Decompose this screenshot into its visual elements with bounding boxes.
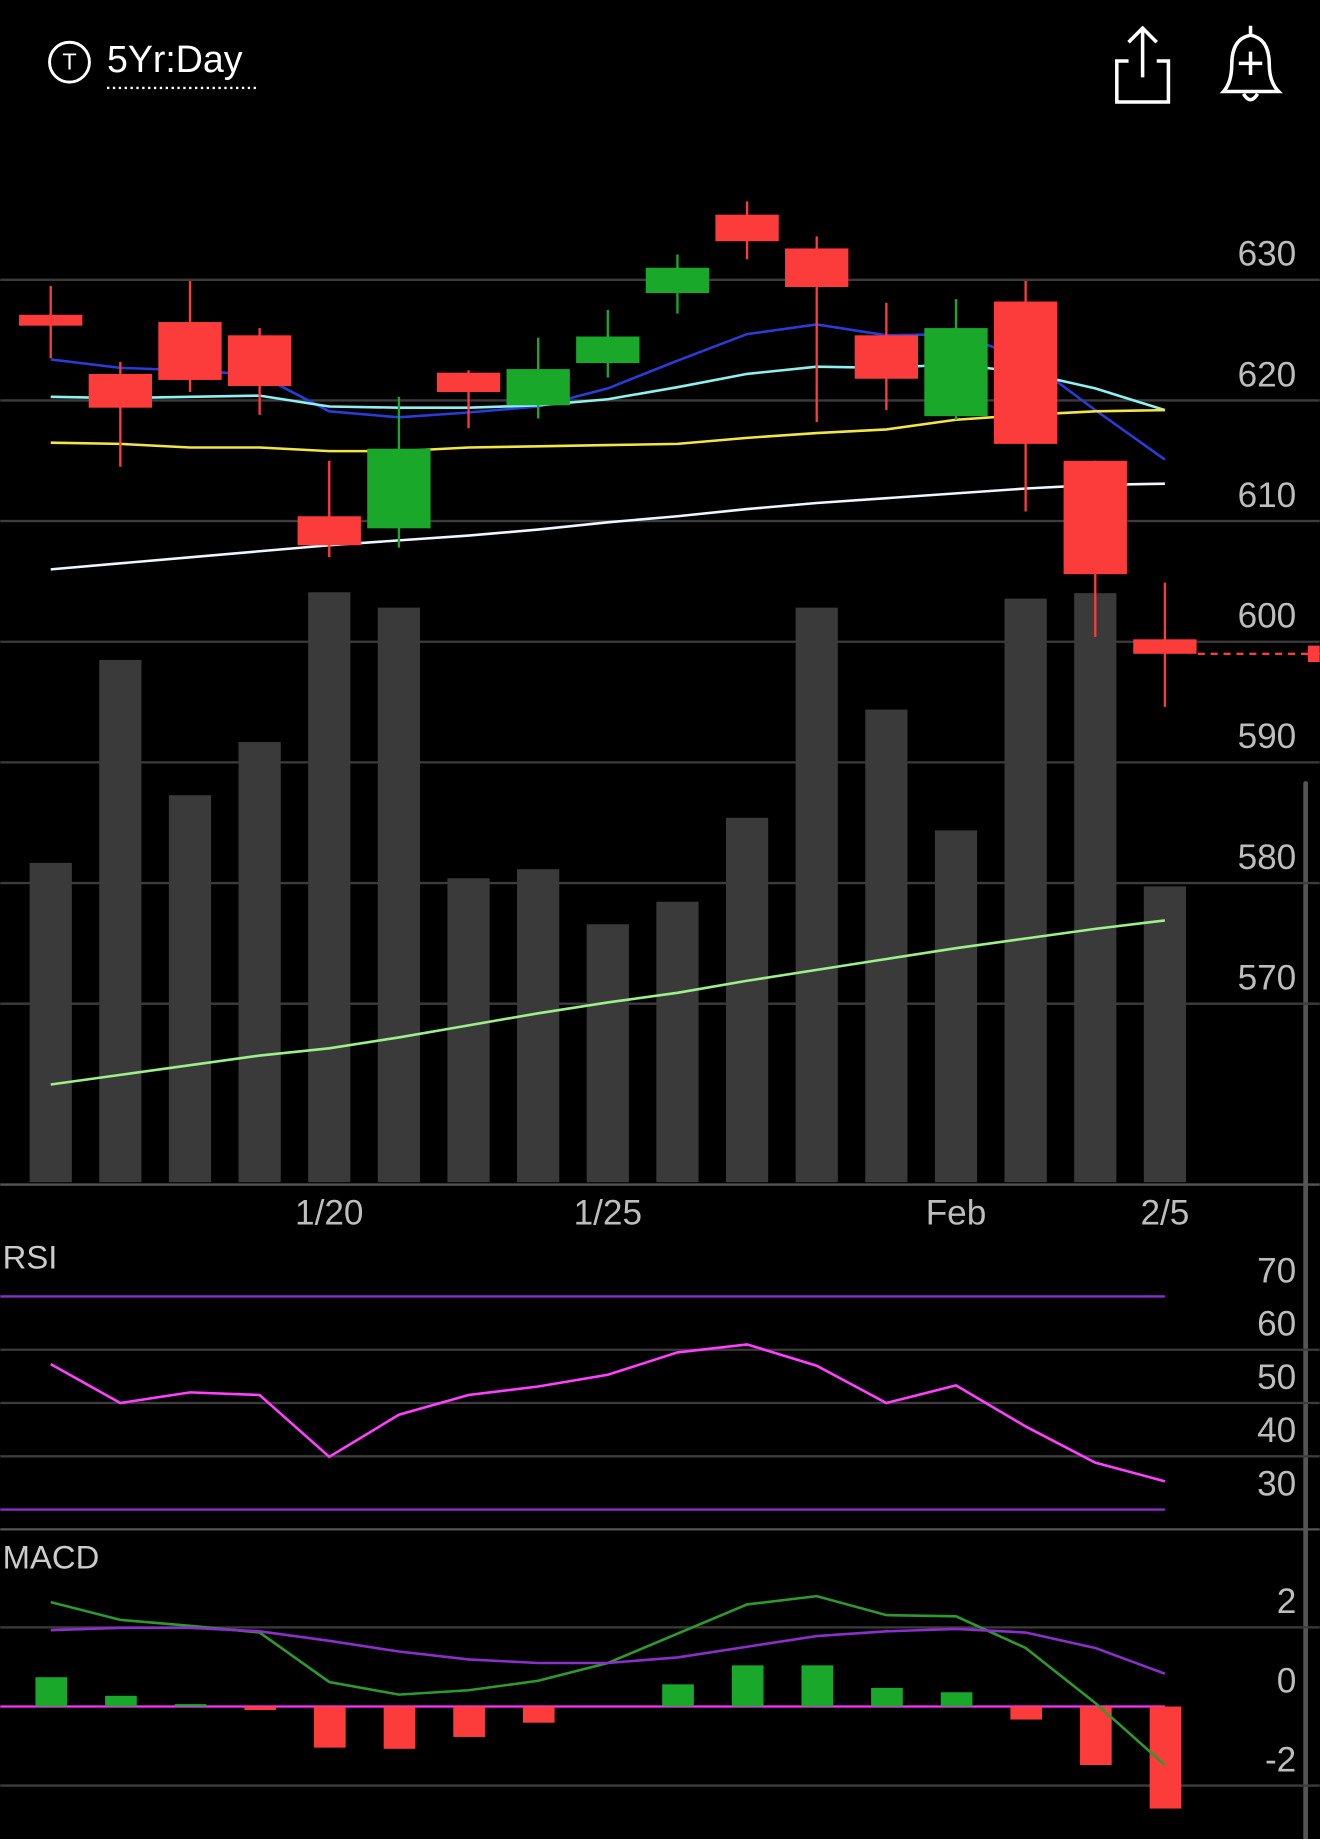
- histogram-bar: [1010, 1706, 1043, 1720]
- moving-average: [50, 408, 1165, 453]
- volume-bar: [517, 869, 560, 1183]
- share-button[interactable]: [1115, 25, 1171, 104]
- volume-bar: [29, 862, 72, 1183]
- volume-bar: [865, 709, 908, 1183]
- volume-bar: [308, 592, 351, 1183]
- y-tick-label: 30: [1257, 1464, 1296, 1503]
- volume-bar: [168, 795, 212, 1183]
- y-tick-label: 580: [1238, 838, 1297, 877]
- volume-bar: [377, 607, 421, 1183]
- panel-title: MACD: [3, 1539, 100, 1576]
- candle-body: [506, 369, 570, 406]
- volume-bar: [1143, 886, 1187, 1183]
- volume-bar: [1004, 598, 1047, 1183]
- y-tick-label: 60: [1257, 1305, 1296, 1344]
- histogram-bar: [314, 1706, 346, 1748]
- histogram-bar: [522, 1706, 555, 1723]
- moving-average: [50, 482, 1165, 571]
- y-tick-label: 610: [1238, 476, 1297, 515]
- candle-body: [1133, 639, 1197, 654]
- candle-body: [227, 335, 292, 386]
- y-tick-label: 0: [1277, 1661, 1297, 1700]
- alert-button[interactable]: [1219, 25, 1283, 102]
- histogram-bar: [731, 1665, 764, 1707]
- histogram-bar: [105, 1695, 137, 1707]
- volume-bar: [934, 830, 978, 1183]
- candle-body: [367, 448, 431, 529]
- candle-body: [297, 516, 361, 546]
- histogram-bar: [940, 1692, 973, 1707]
- histogram-bar: [662, 1684, 694, 1707]
- y-tick-label: 630: [1238, 235, 1297, 274]
- y-tick-label: 50: [1257, 1358, 1296, 1397]
- x-tick-label: 1/25: [574, 1193, 642, 1232]
- x-tick-label: 2/5: [1140, 1193, 1189, 1232]
- volume-bar: [656, 901, 699, 1183]
- bell-plus: [1238, 25, 1263, 76]
- rsi-line: [50, 1343, 1166, 1483]
- histogram-bar: [244, 1706, 277, 1711]
- candle-body: [88, 373, 153, 408]
- candle-body: [576, 336, 640, 364]
- candle-body: [715, 214, 779, 242]
- y-tick-label: 40: [1257, 1411, 1296, 1450]
- panel-title: RSI: [3, 1238, 58, 1275]
- volume-bar: [795, 607, 838, 1183]
- candle-body: [924, 328, 988, 417]
- y-tick-label: 600: [1238, 597, 1297, 636]
- histogram-bar: [801, 1665, 834, 1707]
- histogram-bar: [35, 1677, 68, 1707]
- share-box: [1115, 59, 1171, 104]
- range-label: 5Yr:Day: [107, 38, 243, 80]
- candle-body: [19, 314, 83, 326]
- histogram-bar: [453, 1706, 485, 1737]
- y-tick-label: 70: [1257, 1251, 1296, 1290]
- volume-bar: [1074, 593, 1117, 1183]
- volume-bar: [447, 878, 490, 1183]
- range-icon-letter: T: [62, 49, 76, 75]
- candle-body: [158, 322, 222, 380]
- candle-body: [854, 335, 919, 379]
- x-tick-label: 1/20: [295, 1193, 363, 1232]
- volume-bar: [238, 742, 281, 1183]
- y-tick-label: 620: [1238, 355, 1297, 394]
- candle-body: [1063, 460, 1127, 575]
- histogram-bar: [383, 1706, 416, 1749]
- signal-line: [50, 1626, 1166, 1675]
- volume-bar: [99, 659, 142, 1183]
- y-tick-label: 570: [1238, 959, 1297, 998]
- range-selector[interactable]: T 5Yr:Day: [48, 38, 256, 90]
- histogram-bar: [174, 1704, 207, 1707]
- y-tick-label: 2: [1277, 1582, 1297, 1621]
- range-icon: [48, 40, 91, 84]
- volume-bar: [586, 924, 629, 1183]
- bell-clapper: [1241, 92, 1260, 102]
- volume-bar: [725, 817, 769, 1183]
- histogram-bar: [871, 1687, 903, 1707]
- bell: [1219, 33, 1283, 94]
- y-tick-label: 590: [1238, 717, 1297, 756]
- candle-body: [645, 267, 710, 294]
- candle-body: [993, 301, 1058, 444]
- y-tick-label: -2: [1265, 1740, 1296, 1779]
- last-price-tag: [1307, 645, 1320, 663]
- candle-body: [785, 248, 849, 288]
- x-tick-label: Feb: [926, 1193, 987, 1232]
- histogram-bar: [1080, 1706, 1112, 1766]
- histogram-bar: [1149, 1706, 1182, 1809]
- share-arrow: [1127, 25, 1158, 78]
- candle-body: [436, 372, 501, 393]
- moving-average: [50, 919, 1166, 1086]
